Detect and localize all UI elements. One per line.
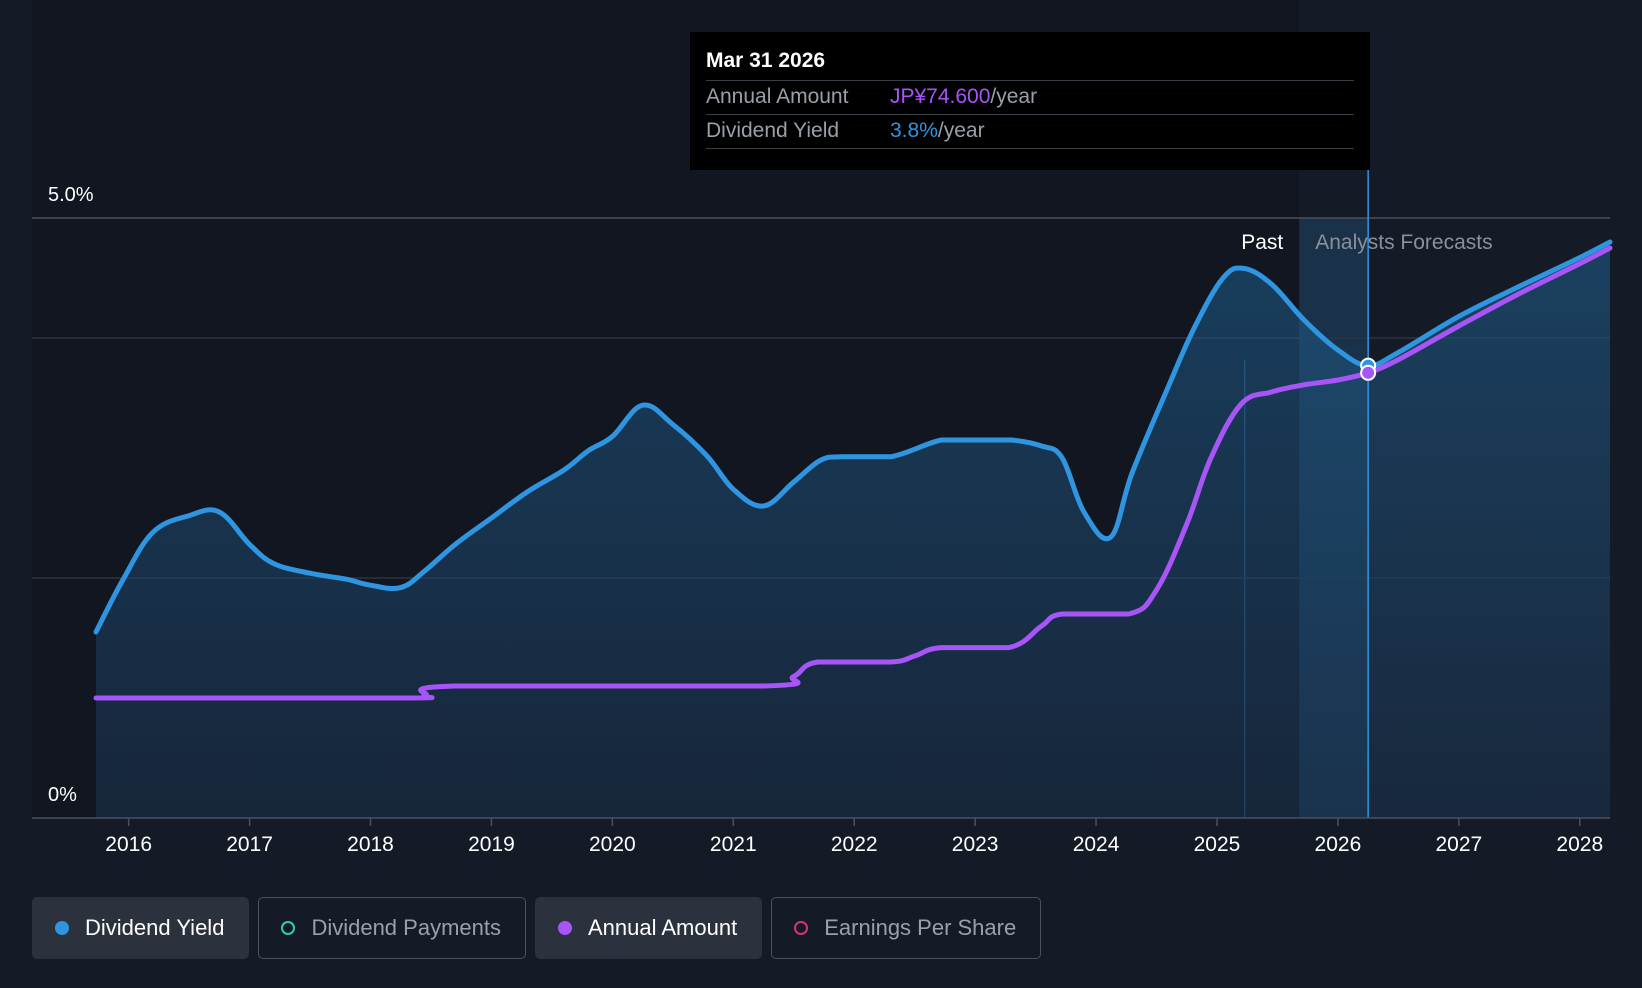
analysts-forecasts-label: Analysts Forecasts: [1315, 231, 1492, 254]
legend-label: Annual Amount: [587, 915, 738, 940]
x-tick-label: 2021: [710, 833, 757, 856]
data-point-marker: [1360, 364, 1377, 381]
x-tick-label: 2023: [952, 833, 999, 856]
x-tick-label: 2022: [831, 833, 878, 856]
dividend-yield-area: [96, 242, 1610, 818]
dividend-yield-line: [93, 239, 1613, 635]
x-tick-label: 2016: [105, 833, 152, 856]
y-tick-label: 0%: [48, 784, 77, 806]
legend-label: Earnings Per Share: [824, 915, 1017, 940]
x-tick-label: 2025: [1194, 833, 1241, 856]
x-tick-label: 2018: [347, 833, 394, 856]
legend: Dividend Yield Dividend Payments Annual …: [32, 897, 1050, 959]
past-label: Past: [1241, 231, 1283, 254]
hollow-dot-icon: [281, 921, 296, 935]
tooltip-value: JP¥74.600: [890, 85, 991, 108]
tooltip-date: Mar 31 2026: [706, 49, 826, 72]
hollow-dot-icon: [794, 921, 809, 935]
y-tick-label: 5.0%: [48, 184, 94, 206]
filled-dot-icon: [55, 921, 69, 935]
x-tick-label: 2028: [1556, 833, 1603, 856]
x-tick-label: 2017: [226, 833, 273, 856]
legend-earnings-per-share-button[interactable]: Earnings Per Share: [771, 897, 1042, 959]
x-tick-label: 2026: [1315, 833, 1362, 856]
tooltip-label: Annual Amount: [706, 85, 849, 108]
tooltip-label: Dividend Yield: [706, 119, 840, 142]
legend-dividend-yield-button[interactable]: Dividend Yield: [32, 897, 250, 959]
tooltip-unit: /year: [937, 119, 985, 142]
x-tick-label: 2019: [468, 833, 515, 856]
legend-label: Dividend Yield: [85, 915, 225, 940]
tooltip-row-annual-amount: Annual Amount JP¥74.600 /year: [706, 80, 1354, 114]
filled-dot-icon: [557, 921, 572, 935]
tooltip-row-dividend-yield: Dividend Yield 3.8% /year: [706, 114, 1354, 149]
tooltip-unit: /year: [990, 85, 1038, 108]
tooltip-value: 3.8%: [890, 119, 938, 142]
x-tick-label: 2024: [1073, 833, 1120, 856]
legend-dividend-payments-button[interactable]: Dividend Payments: [258, 897, 526, 959]
legend-label: Dividend Payments: [311, 915, 501, 940]
x-tick-label: 2027: [1435, 833, 1482, 856]
legend-annual-amount-button[interactable]: Annual Amount: [534, 897, 763, 959]
annual-amount-line: [93, 245, 1613, 701]
x-tick-label: 2020: [589, 833, 636, 856]
tooltip: Mar 31 2026 Annual Amount JP¥74.600 /yea…: [690, 32, 1370, 170]
